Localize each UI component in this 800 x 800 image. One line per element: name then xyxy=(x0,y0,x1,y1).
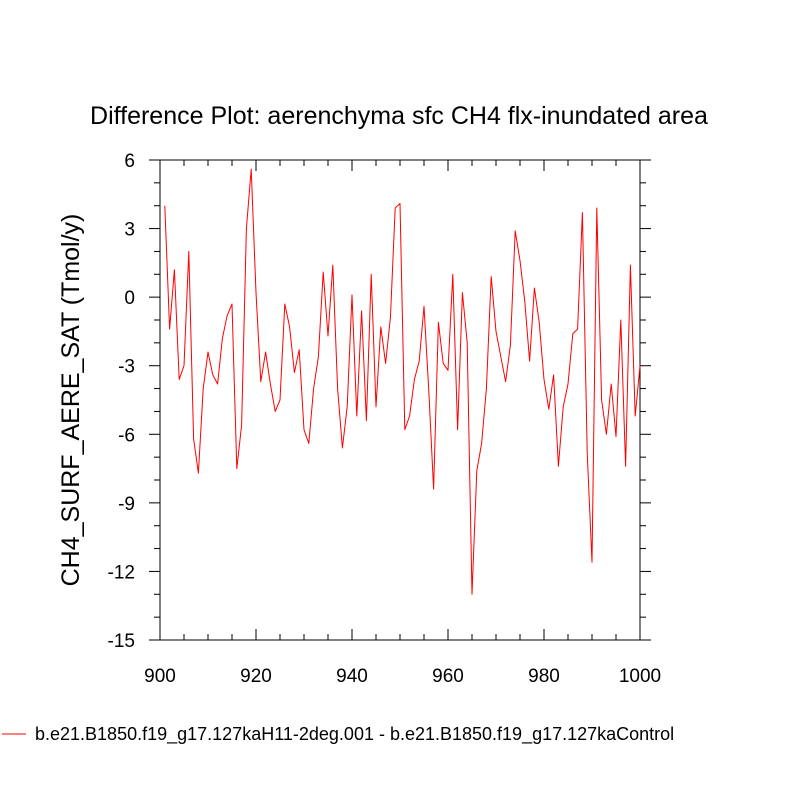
y-tick-label: 3 xyxy=(124,220,135,241)
y-tick-label: -15 xyxy=(108,631,135,652)
x-tick-label: 980 xyxy=(528,666,560,687)
axis-tick-labels: 900 920 940 960 980 1000 -15 -12 -9 -6 -3 0 3 6 xyxy=(108,151,662,687)
y-tick-label: -9 xyxy=(118,494,135,515)
axis-ticks xyxy=(149,159,651,641)
legend: b.e21.B1850.f19_g17.127kaH11-2deg.001 - … xyxy=(2,724,674,745)
y-tick-label: -12 xyxy=(108,562,135,583)
x-tick-label: 940 xyxy=(336,666,368,687)
y-tick-label: -3 xyxy=(118,357,135,378)
y-tick-label: 6 xyxy=(124,151,135,172)
y-tick-label: 0 xyxy=(124,288,135,309)
legend-entry: b.e21.B1850.f19_g17.127kaH11-2deg.001 - … xyxy=(35,724,674,745)
y-tick-label: -6 xyxy=(118,425,135,446)
x-tick-label: 1000 xyxy=(619,666,661,687)
series-line xyxy=(164,168,641,595)
y-axis-label: CH4_SURF_AERE_SAT (Tmol/y) xyxy=(57,214,85,587)
chart-title: Difference Plot: aerenchyma sfc CH4 flx-… xyxy=(90,102,708,130)
x-tick-label: 960 xyxy=(432,666,464,687)
x-tick-label: 920 xyxy=(240,666,272,687)
plot-area: 900 920 940 960 980 1000 -15 -12 -9 -6 -3 0 3 6 xyxy=(108,151,662,687)
series-lines xyxy=(164,168,641,595)
x-tick-label: 900 xyxy=(144,666,176,687)
plot-frame xyxy=(159,159,641,641)
